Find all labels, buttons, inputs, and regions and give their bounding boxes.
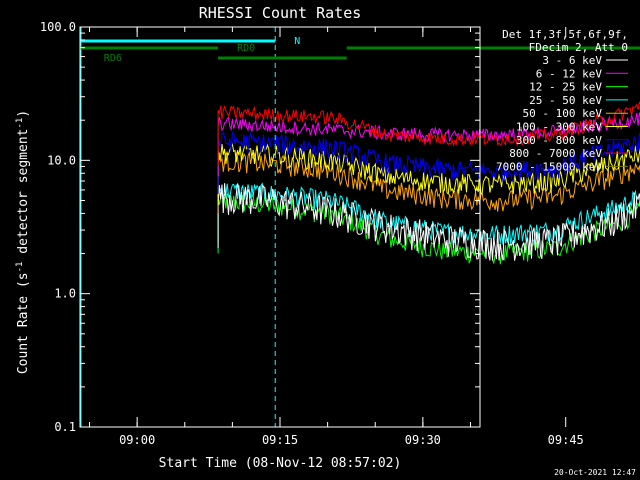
traces-layer <box>217 100 640 265</box>
y-tick-label: 1.0 <box>54 287 76 301</box>
annotation-bars-layer: N RD0 RD6 <box>80 36 640 64</box>
series-line-3 <box>217 182 640 245</box>
series-line-5 <box>217 142 640 206</box>
timestamp: 20-Oct-2021 12:47 <box>554 468 636 477</box>
legend-header-line2: FDecim 2, Att 0 <box>529 41 628 54</box>
legend-label: 25 - 50 keV <box>529 94 602 107</box>
x-tick-label: 09:00 <box>119 433 155 447</box>
n-label: N <box>294 36 300 47</box>
x-tick-label: 09:15 <box>262 433 298 447</box>
y-axis-ticks: 0.1 1.0 10.0 100.0 <box>40 20 480 434</box>
x-axis-label: Start Time (08-Nov-12 08:57:02) <box>159 456 402 471</box>
y-axis-label-main: Count Rate (s <box>16 272 31 374</box>
legend-label: 100 - 300 keV <box>516 121 602 134</box>
vlines-layer <box>80 27 276 427</box>
chart-title: RHESSI Count Rates <box>199 4 362 22</box>
rd0-bar-1 <box>80 46 219 50</box>
legend-header-line1: Det 1f,3f,5f,6f,9f, <box>502 28 628 41</box>
rd0-label: RD0 <box>237 43 255 54</box>
x-tick-label: 09:30 <box>405 433 441 447</box>
legend-label: 50 - 100 keV <box>523 107 603 120</box>
series-line-7 <box>217 100 640 166</box>
legend-label: 6 - 12 keV <box>536 67 603 80</box>
y-axis-label-mid: detector segment <box>16 129 31 262</box>
y-tick-label: 0.1 <box>54 420 76 434</box>
y-axis-label-end: ) <box>16 110 31 118</box>
rd6-bar-1 <box>218 56 347 60</box>
legend-label: 7000 - 15000 keV <box>496 160 602 173</box>
y-axis-label-sup1: -1 <box>15 262 25 273</box>
legend-label: 800 - 7000 keV <box>509 147 602 160</box>
rd6-label: RD6 <box>104 53 122 64</box>
series-line-0 <box>217 183 640 261</box>
series-line-1 <box>217 112 640 177</box>
series-line-4 <box>217 150 640 214</box>
legend-label: 12 - 25 keV <box>529 81 602 94</box>
n-bar-left <box>80 39 276 43</box>
legend-label: 3 - 6 keV <box>542 54 602 67</box>
x-tick-label: 09:45 <box>548 433 584 447</box>
series-line-6 <box>217 131 640 194</box>
legend-label: 300 - 800 keV <box>516 134 602 147</box>
y-axis-label: Count Rate (s-1 detector segment-1) <box>15 110 31 374</box>
y-axis-label-sup2: -1 <box>15 118 25 129</box>
y-tick-label: 100.0 <box>40 20 76 34</box>
rd0-bar-2 <box>346 46 640 50</box>
y-tick-label: 10.0 <box>47 153 76 167</box>
